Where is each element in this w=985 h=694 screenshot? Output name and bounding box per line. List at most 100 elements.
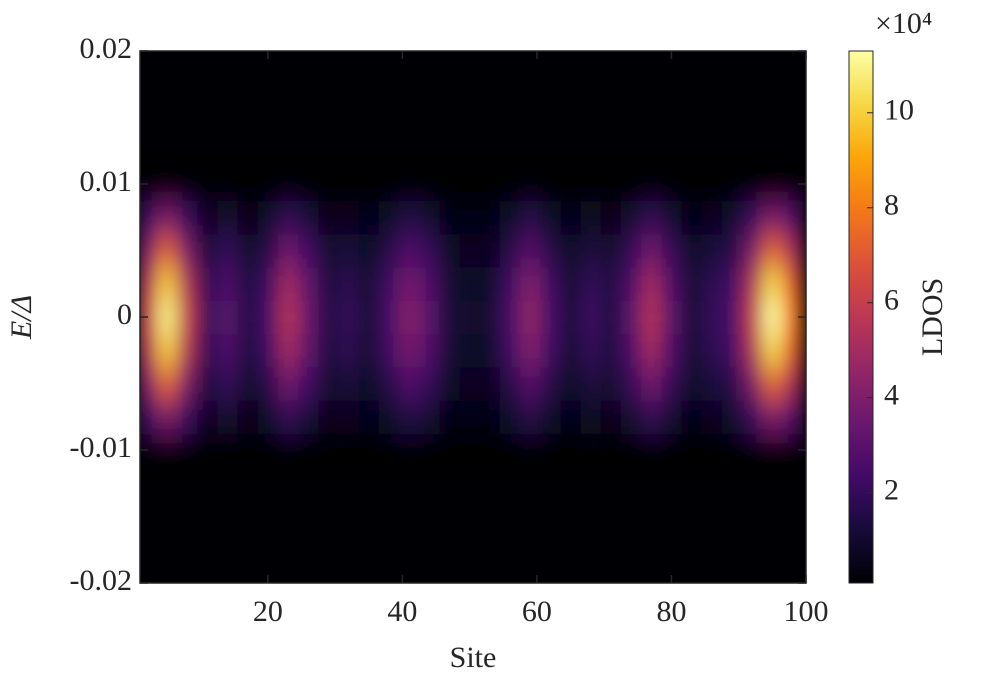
heatmap-cell — [399, 333, 420, 368]
heatmap-cell — [277, 167, 299, 202]
heatmap-cell — [479, 333, 501, 368]
heatmap-cell — [742, 333, 763, 368]
heatmap-cell — [237, 366, 259, 401]
heatmap-cell — [621, 200, 642, 235]
heatmap-cell — [560, 200, 582, 235]
heatmap-cell — [338, 433, 360, 468]
heatmap-cell — [742, 300, 763, 335]
heatmap-cell — [277, 433, 299, 468]
heatmap-cell — [762, 167, 783, 202]
heatmap-cell — [419, 200, 440, 235]
heatmap-cell — [140, 267, 158, 301]
heatmap-cell — [257, 400, 279, 434]
heatmap-cell — [140, 366, 158, 401]
heatmap-cell — [358, 267, 380, 301]
heatmap-cell — [600, 333, 622, 368]
heatmap-cell — [318, 267, 339, 301]
heatmap-cell — [378, 300, 400, 335]
heatmap-cell — [560, 300, 582, 335]
heatmap-cell — [661, 233, 683, 268]
heatmap-cell — [140, 233, 158, 268]
heatmap-cell — [156, 333, 178, 368]
heatmap-cell — [540, 300, 561, 335]
heatmap-cell — [338, 200, 360, 235]
heatmap-cell — [237, 433, 259, 468]
heatmap-cell — [399, 433, 420, 468]
heatmap-cell — [298, 233, 319, 268]
heatmap-cell — [621, 267, 642, 301]
heatmap-cell — [298, 366, 319, 401]
heatmap-cell — [621, 233, 642, 268]
heatmap-cell — [399, 267, 420, 301]
heatmap-cell — [499, 300, 521, 335]
heatmap-cell — [762, 300, 783, 335]
colorbar-tick-label: 8 — [884, 189, 899, 222]
heatmap-cell — [580, 366, 602, 401]
heatmap-cell — [378, 400, 400, 434]
heatmap-cell — [140, 167, 158, 202]
heatmap-cell — [419, 433, 440, 468]
heatmap-cell — [439, 333, 461, 368]
heatmap-cell — [399, 167, 420, 202]
heatmap-cell — [277, 200, 299, 235]
heatmap-cell — [742, 433, 763, 468]
heatmap-cell — [217, 433, 239, 468]
heatmap-cell — [540, 333, 561, 368]
heatmap-cell — [520, 233, 541, 268]
heatmap-cell — [459, 300, 481, 335]
heatmap-cell — [641, 400, 662, 434]
heatmap-cell — [560, 433, 582, 468]
heatmap-cell — [257, 300, 279, 335]
heatmap-cell — [459, 200, 481, 235]
heatmap-cell — [277, 400, 299, 434]
heatmap-cell — [338, 333, 360, 368]
heatmap-cell — [439, 300, 461, 335]
y-tick-label: -0.01 — [70, 431, 133, 464]
heatmap-cell — [217, 400, 239, 434]
heatmap-cell — [298, 433, 319, 468]
heatmap-cell — [459, 333, 481, 368]
heatmap-cell — [721, 333, 743, 368]
heatmap-cell — [681, 233, 703, 268]
heatmap-cell — [257, 200, 279, 235]
heatmap-cell — [156, 267, 178, 301]
heatmap-cell — [762, 433, 783, 468]
heatmap-cell — [358, 200, 380, 235]
heatmap-cell — [600, 400, 622, 434]
heatmap-cell — [661, 433, 683, 468]
heatmap-cell — [439, 233, 461, 268]
heatmap-cell — [257, 167, 279, 202]
heatmap-cell — [681, 333, 703, 368]
heatmap-cell — [499, 167, 521, 202]
heatmap-cell — [499, 333, 521, 368]
heatmap-cell — [439, 267, 461, 301]
heatmap-cell — [520, 433, 541, 468]
heatmap-cell — [520, 167, 541, 202]
heatmap-cell — [701, 433, 723, 468]
heatmap-cell — [540, 400, 561, 434]
heatmap-cell — [580, 400, 602, 434]
heatmap-cell — [140, 333, 158, 368]
heatmap-cell — [277, 267, 299, 301]
heatmap-cell — [762, 333, 783, 368]
heatmap-cell — [560, 366, 582, 401]
heatmap-cell — [520, 366, 541, 401]
heatmap-cell — [661, 300, 683, 335]
heatmap-cell — [681, 300, 703, 335]
heatmap-cell — [217, 366, 239, 401]
heatmap-cell — [479, 233, 501, 268]
heatmap-cell — [378, 366, 400, 401]
heatmap-cell — [378, 333, 400, 368]
heatmap-cell — [721, 167, 743, 202]
heatmap-cell — [459, 167, 481, 202]
heatmap-cell — [439, 167, 461, 202]
heatmap-cell — [237, 200, 259, 235]
heatmap-cell — [237, 233, 259, 268]
x-tick-label: 40 — [387, 595, 417, 628]
heatmap-cell — [721, 300, 743, 335]
heatmap-cell — [540, 200, 561, 235]
heatmap-cell — [298, 333, 319, 368]
heatmap-cell — [197, 200, 218, 235]
x-tick-label: 80 — [656, 595, 686, 628]
colorbar-tick-label: 4 — [884, 379, 899, 412]
